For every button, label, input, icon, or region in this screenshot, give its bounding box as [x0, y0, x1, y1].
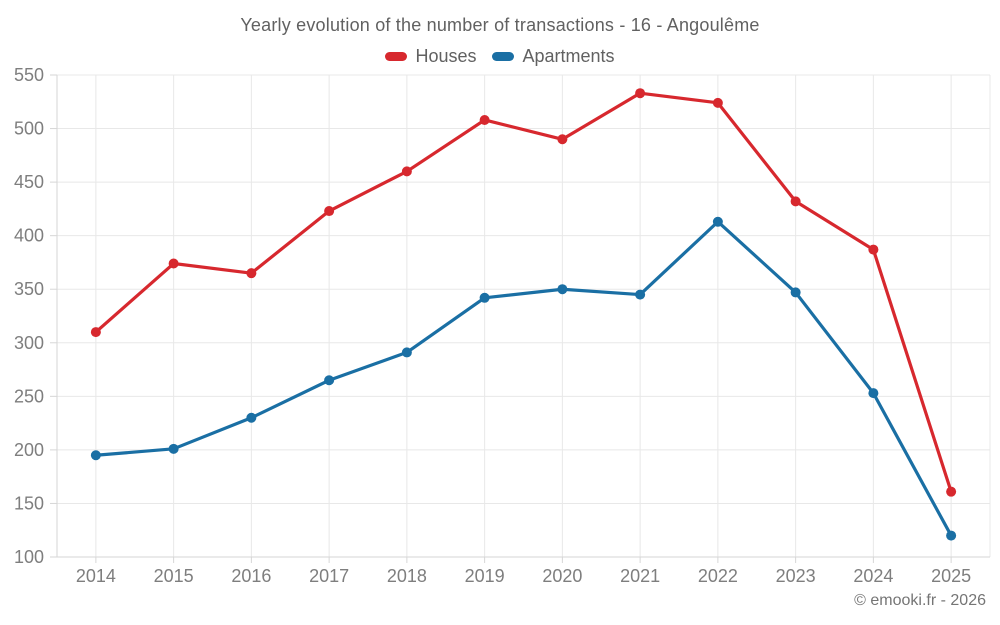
houses-point-2017[interactable] — [324, 206, 335, 217]
y-axis-label: 100 — [14, 547, 44, 567]
y-axis-label: 250 — [14, 386, 44, 406]
houses-point-2022[interactable] — [712, 97, 723, 108]
apartments-point-2024[interactable] — [868, 388, 879, 399]
y-axis-label: 500 — [14, 119, 44, 139]
apartments-point-2017[interactable] — [324, 375, 335, 386]
houses-point-2023[interactable] — [790, 196, 801, 207]
apartments-point-2016[interactable] — [246, 412, 257, 423]
y-axis-label: 350 — [14, 279, 44, 299]
x-axis-label: 2014 — [76, 566, 116, 586]
apartments-point-2019[interactable] — [479, 292, 490, 303]
x-axis-label: 2024 — [853, 566, 893, 586]
y-axis-label: 550 — [14, 65, 44, 85]
legend-item-apartments[interactable]: Apartments — [492, 46, 615, 67]
houses-point-2020[interactable] — [557, 134, 568, 145]
apartments-point-2014[interactable] — [90, 450, 101, 461]
y-axis-label: 450 — [14, 172, 44, 192]
houses-legend-label: Houses — [415, 46, 477, 66]
apartments-point-2015[interactable] — [168, 443, 179, 454]
houses-line — [94, 91, 953, 494]
attribution-watermark: © emooki.fr - 2026 — [854, 592, 986, 609]
x-axis-label: 2020 — [542, 566, 582, 586]
houses-point-2024[interactable] — [868, 244, 879, 255]
apartments-point-2021[interactable] — [635, 289, 646, 300]
apartments-point-2023[interactable] — [790, 287, 801, 298]
houses-point-2016[interactable] — [246, 268, 257, 279]
chart-title: Yearly evolution of the number of transa… — [240, 15, 760, 35]
apartments-point-2020[interactable] — [557, 284, 568, 295]
x-axis-label: 2016 — [231, 566, 271, 586]
houses-point-2015[interactable] — [168, 258, 179, 269]
y-axis-label: 150 — [14, 493, 44, 513]
houses-point-2014[interactable] — [90, 327, 101, 338]
y-axis-label: 400 — [14, 226, 44, 246]
apartments-point-2022[interactable] — [712, 216, 723, 227]
apartments-legend-label: Apartments — [522, 46, 615, 66]
houses-point-2018[interactable] — [401, 166, 412, 177]
x-axis-label: 2018 — [387, 566, 427, 586]
houses-point-2021[interactable] — [635, 88, 646, 99]
x-axis-label: 2017 — [309, 566, 349, 586]
apartments-point-2018[interactable] — [401, 347, 412, 358]
x-axis-label: 2015 — [154, 566, 194, 586]
x-axis-label: 2022 — [698, 566, 738, 586]
houses-point-2019[interactable] — [479, 114, 490, 125]
x-axis-label: 2025 — [931, 566, 971, 586]
apartments-point-2025[interactable] — [946, 530, 957, 541]
y-axis-label: 300 — [14, 333, 44, 353]
houses-legend-swatch-icon — [385, 52, 408, 61]
houses-point-2025[interactable] — [946, 486, 957, 497]
apartments-line — [94, 220, 953, 538]
legend-item-houses[interactable]: Houses — [385, 46, 476, 67]
x-axis-label: 2021 — [620, 566, 660, 586]
legend: Houses Apartments — [0, 46, 1000, 67]
x-axis-label: 2019 — [465, 566, 505, 586]
apartments-legend-swatch-icon — [492, 52, 515, 61]
y-axis-label: 200 — [14, 440, 44, 460]
x-axis-label: 2023 — [776, 566, 816, 586]
